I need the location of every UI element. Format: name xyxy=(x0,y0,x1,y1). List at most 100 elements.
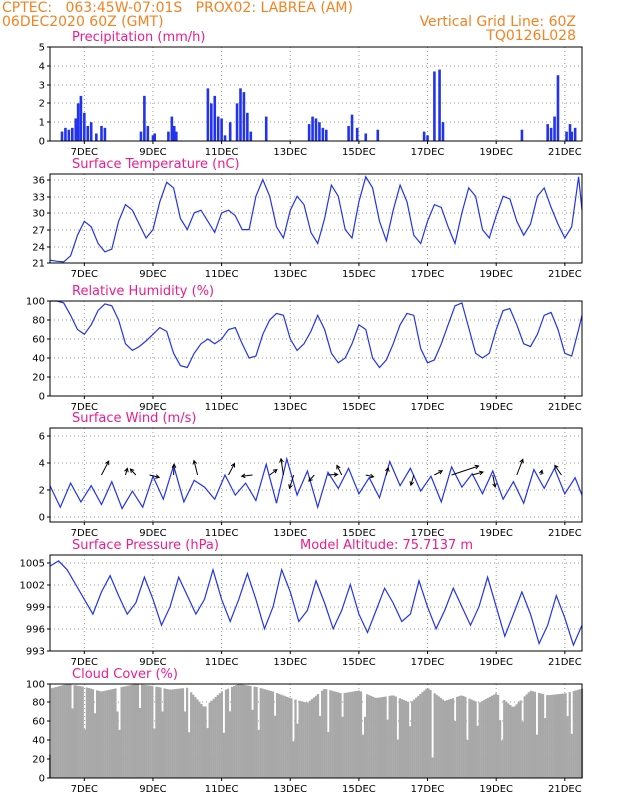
series-line xyxy=(49,175,583,263)
cloud-bar xyxy=(552,694,555,778)
cloud-bar xyxy=(474,701,477,778)
cloud-bar xyxy=(542,694,545,778)
y-tick-label: 1005 xyxy=(20,559,45,570)
cloud-bar xyxy=(337,692,340,778)
cloud-bar xyxy=(216,695,219,778)
cloud-bar xyxy=(100,691,103,778)
cloud-bar xyxy=(175,688,178,778)
cloud-bar xyxy=(435,694,438,778)
cloud-bar xyxy=(302,701,305,778)
x-tick-label: 21DEC xyxy=(548,269,582,280)
cloud-bar xyxy=(353,691,356,778)
precip-bar xyxy=(364,133,368,141)
cloud-bar xyxy=(439,697,442,778)
x-tick-label: 21DEC xyxy=(548,528,582,539)
precip-bar xyxy=(216,116,220,141)
cloud-bar xyxy=(370,695,373,778)
x-tick-label: 19DEC xyxy=(479,528,513,539)
cloud-bar xyxy=(212,698,215,778)
cloud-bar xyxy=(437,696,440,778)
x-tick-label: 21DEC xyxy=(548,147,582,158)
cloud-bar xyxy=(290,698,293,778)
cloud-bar xyxy=(312,697,316,778)
panel-6: 0 20 40 60 80 100 7DEC 9DEC 11DEC 13DEC 15DEC 17DEC… xyxy=(26,667,584,795)
precip-bar xyxy=(568,124,572,141)
y-tick-label: 40 xyxy=(32,354,45,365)
precip-bar xyxy=(60,131,64,141)
cloud-bar xyxy=(531,691,534,778)
y-tick-label: 100 xyxy=(26,297,45,308)
x-tick-label: 15DEC xyxy=(342,657,376,668)
precip-bar xyxy=(172,125,176,141)
precip-bar xyxy=(206,88,210,141)
cloud-bar xyxy=(255,687,258,778)
cloud-bar xyxy=(192,694,195,778)
cloud-bar xyxy=(110,689,113,778)
cloud-bar xyxy=(413,699,416,778)
cloud-bar xyxy=(102,691,105,778)
precip-bar xyxy=(553,116,556,141)
cloud-bar xyxy=(503,700,506,778)
cloud-bar xyxy=(327,732,330,778)
cloud-bar xyxy=(398,698,401,778)
cloud-bar xyxy=(562,693,565,778)
cloud-bar xyxy=(171,689,174,778)
y-tick-label: 5 xyxy=(39,43,45,54)
cloud-bar xyxy=(568,692,571,778)
x-tick-label: 17DEC xyxy=(411,657,445,668)
cloud-bar xyxy=(318,715,322,778)
x-tick-label: 9DEC xyxy=(139,657,166,668)
cloud-bar xyxy=(359,691,363,778)
cloud-bar xyxy=(335,691,338,778)
cloud-bar xyxy=(537,692,541,778)
cloud-bar xyxy=(104,690,107,778)
cloud-bar xyxy=(93,713,97,778)
plot-frame xyxy=(49,300,583,397)
panel-title: Surface Temperature (nC) xyxy=(72,157,240,172)
cloud-bar xyxy=(52,687,56,778)
cloud-bar xyxy=(423,690,426,778)
x-tick-label: 13DEC xyxy=(273,528,307,539)
precip-bar xyxy=(175,131,178,141)
cloud-bar xyxy=(120,687,123,778)
cloud-bar xyxy=(466,740,469,778)
cloud-bar xyxy=(265,689,268,778)
cloud-bar xyxy=(251,709,254,778)
y-tick-label: 24 xyxy=(32,243,45,254)
x-tick-label: 17DEC xyxy=(411,784,445,795)
cloud-bar xyxy=(167,689,170,778)
cloud-bar xyxy=(361,734,365,778)
cloud-bar xyxy=(306,702,309,778)
wind-vector xyxy=(472,470,484,476)
cloud-bar xyxy=(486,697,489,778)
precip-bar xyxy=(441,122,445,141)
panel-3: 0 20 40 60 80 100 7DEC 9DEC 11DEC 13DEC 15DEC 17DEC… xyxy=(26,284,583,413)
cloud-bar xyxy=(572,690,575,778)
y-tick-label: 40 xyxy=(32,736,45,747)
cloud-bar xyxy=(513,706,516,778)
cloud-bar xyxy=(208,702,211,778)
panel-2: 21 24 27 30 33 36 7DEC 9DEC 11DEC 13DEC 15DEC 17DEC… xyxy=(32,157,583,280)
wind-vector xyxy=(228,462,236,476)
precip-bar xyxy=(249,131,253,141)
cloud-bar xyxy=(402,699,406,778)
cloud-bar xyxy=(449,698,453,778)
cloud-bar xyxy=(98,690,101,778)
cloud-bar xyxy=(61,685,64,778)
cloud-bar xyxy=(134,684,138,778)
series-line xyxy=(49,560,583,647)
cloud-bar xyxy=(83,729,86,778)
y-tick-label: 0 xyxy=(39,137,45,148)
precip-bar xyxy=(100,125,103,141)
cloud-bar xyxy=(574,690,577,778)
cloud-bar xyxy=(544,718,547,778)
y-tick-label: 80 xyxy=(32,698,45,709)
cloud-bar xyxy=(415,697,418,778)
cloud-bar xyxy=(157,687,160,778)
cloud-bar xyxy=(179,688,183,778)
y-tick-label: 6 xyxy=(39,432,45,443)
precip-bar xyxy=(264,116,268,141)
cloud-bar xyxy=(511,706,514,778)
precip-bar xyxy=(546,124,549,141)
cloud-bar xyxy=(267,690,271,778)
